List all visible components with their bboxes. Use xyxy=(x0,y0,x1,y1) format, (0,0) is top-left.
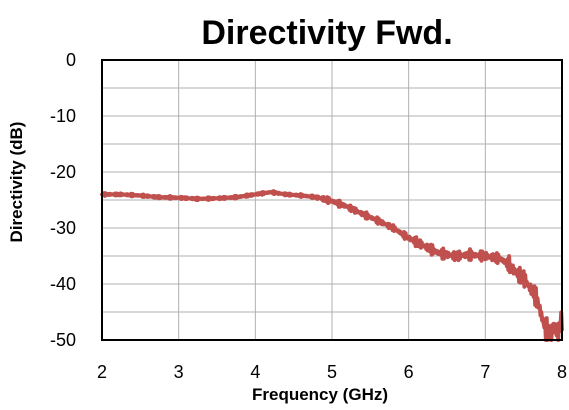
x-tick-label: 4 xyxy=(250,362,260,382)
y-axis-title: Directivity (dB) xyxy=(7,122,26,243)
series-layer xyxy=(100,189,564,342)
x-tick-label: 7 xyxy=(480,362,490,382)
x-axis-title: Frequency (GHz) xyxy=(252,385,388,404)
chart-title: Directivity Fwd. xyxy=(201,14,452,52)
y-axis-ticks: 0 -10 -20 -30 -40 -50 xyxy=(50,50,76,350)
y-tick-label: 0 xyxy=(66,50,76,70)
x-tick-label: 6 xyxy=(404,362,414,382)
y-tick-label: -10 xyxy=(50,106,76,126)
series-line xyxy=(100,189,564,342)
grid-lines xyxy=(102,60,562,340)
y-tick-label: -20 xyxy=(50,162,76,182)
y-tick-label: -50 xyxy=(50,330,76,350)
x-tick-label: 2 xyxy=(97,362,107,382)
x-tick-label: 3 xyxy=(174,362,184,382)
x-tick-label: 8 xyxy=(557,362,567,382)
plot-area-frame xyxy=(101,59,563,341)
x-tick-label: 5 xyxy=(327,362,337,382)
y-tick-label: -30 xyxy=(50,218,76,238)
x-axis-ticks: 2 3 4 5 6 7 8 xyxy=(97,362,567,382)
y-tick-label: -40 xyxy=(50,274,76,294)
